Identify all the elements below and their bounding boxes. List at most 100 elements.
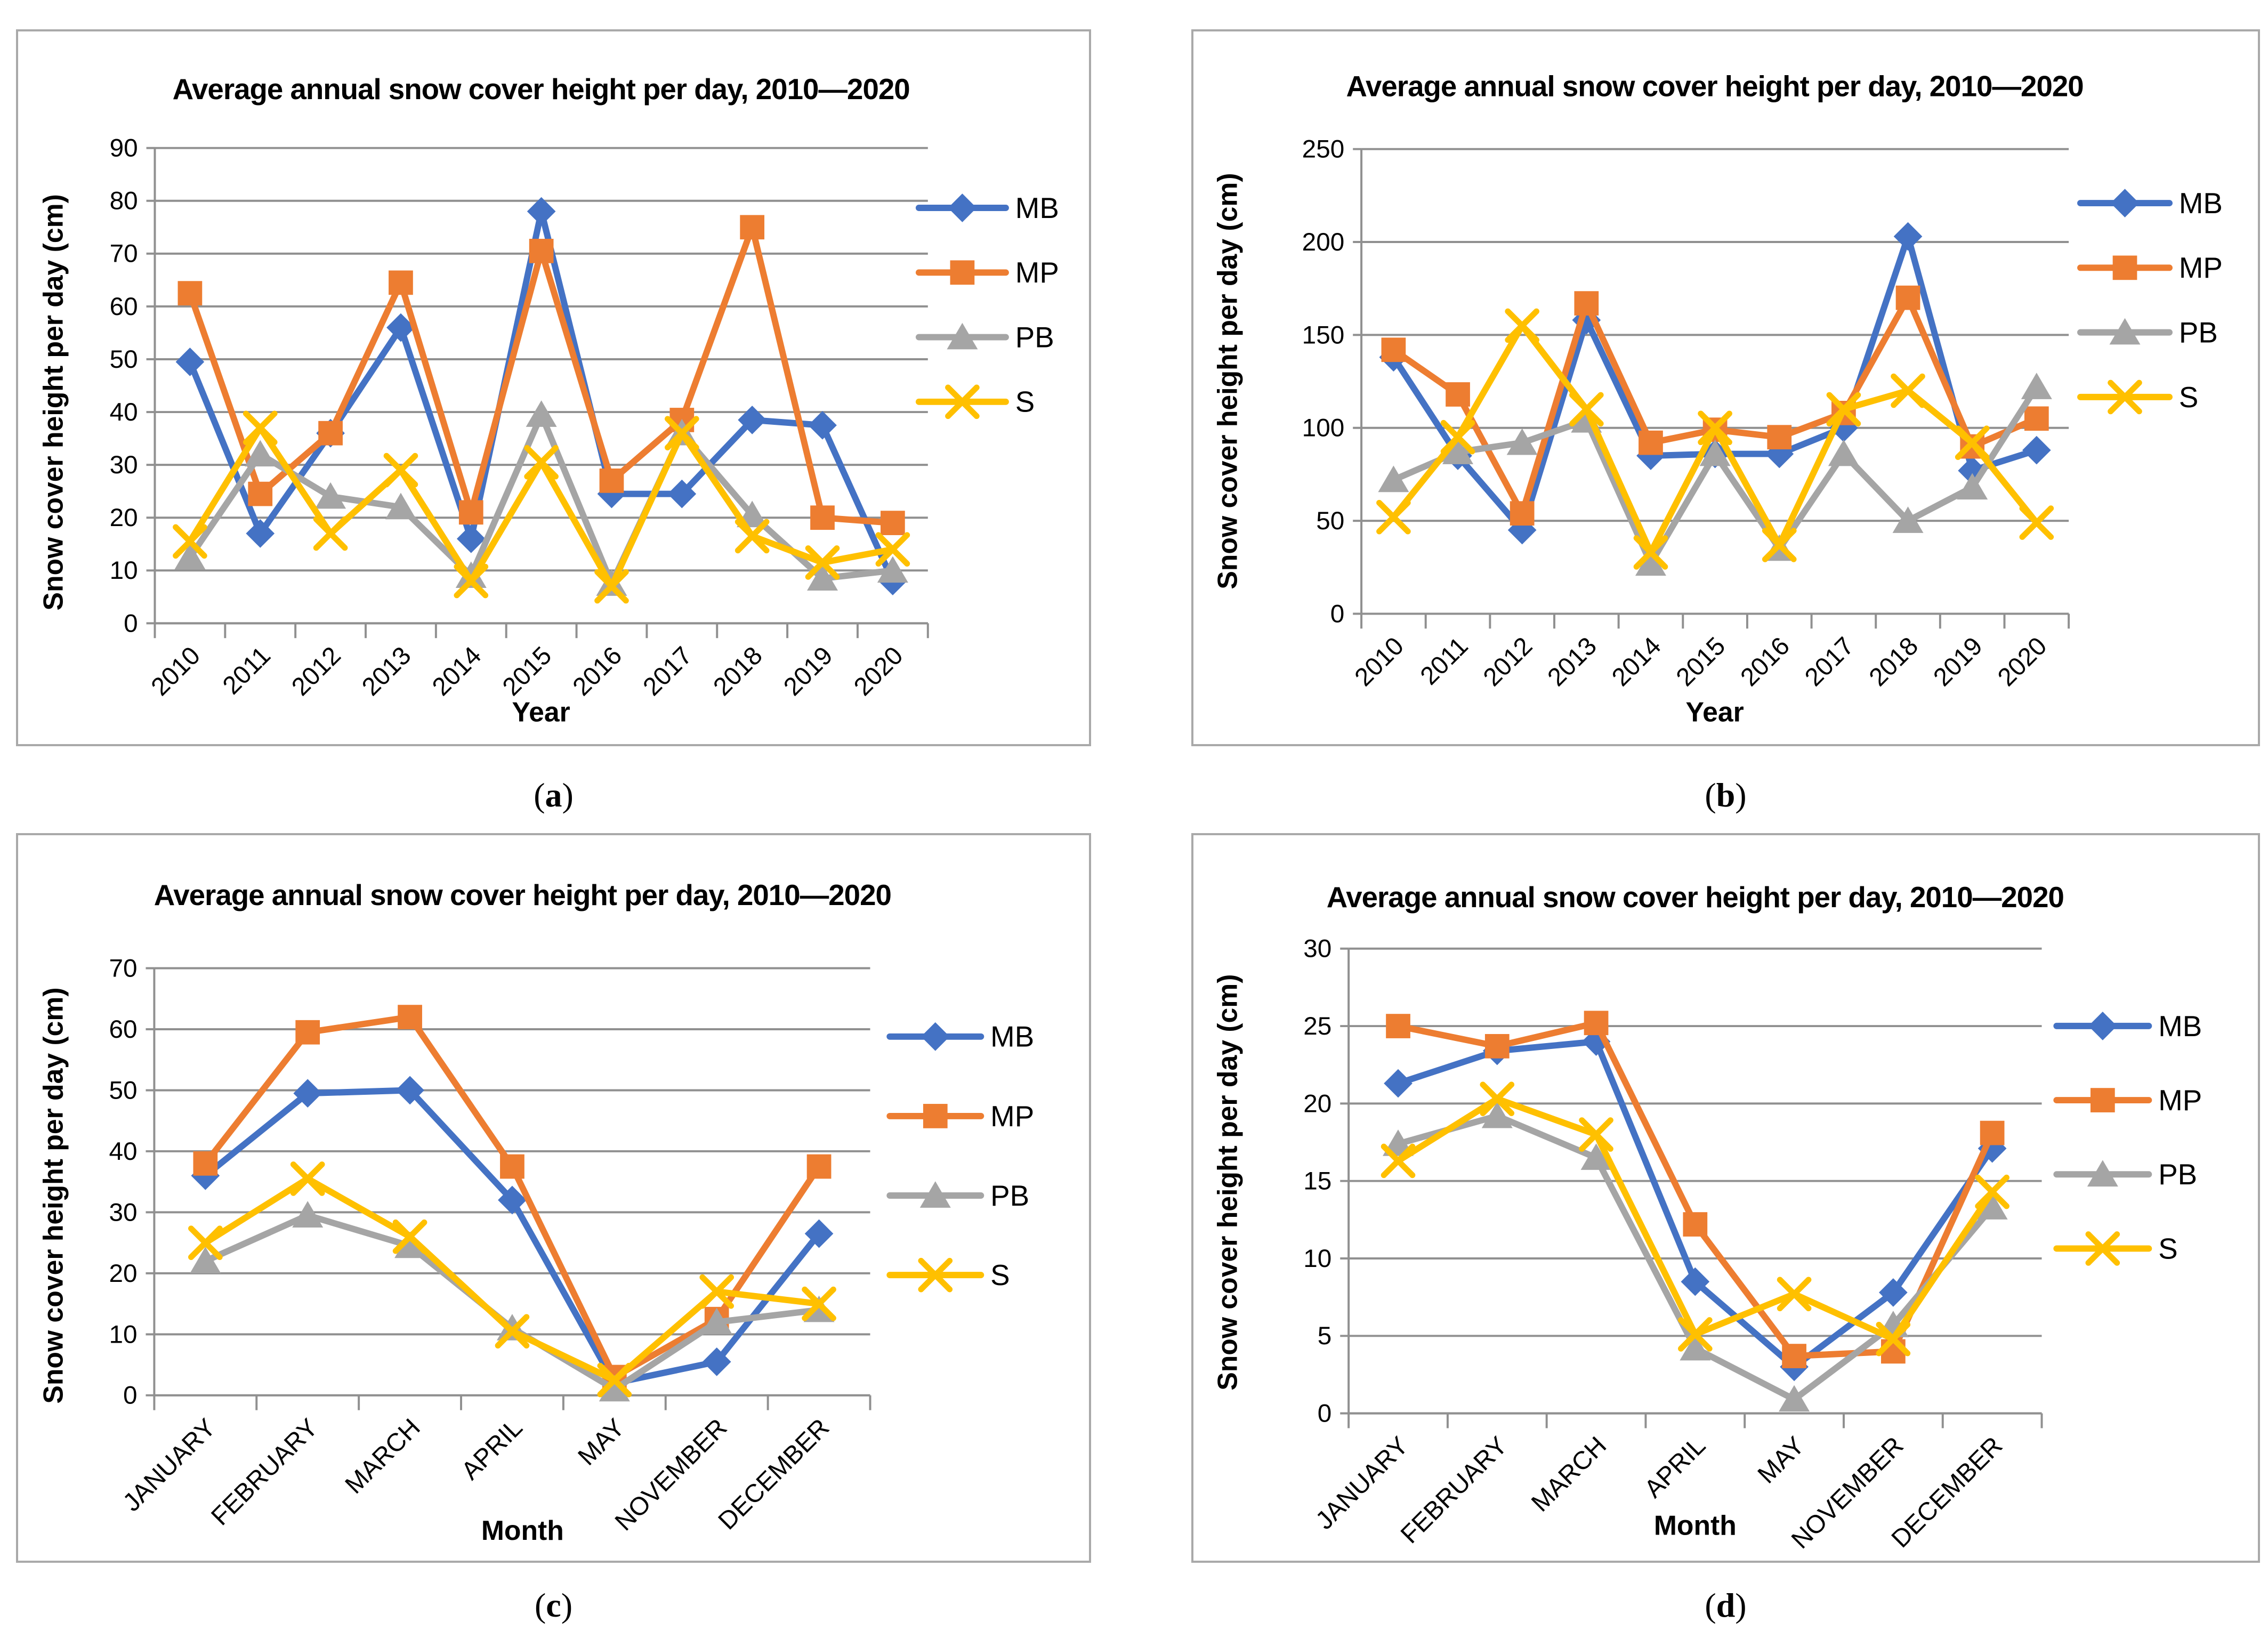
triangle-marker [947,322,978,350]
diamond-marker [2110,189,2140,217]
legend-item-MB: MB [2077,187,2223,220]
x-tick-label: 2015 [497,641,558,701]
gridlines [1353,148,2069,615]
caption-a-open: ( [534,776,545,814]
x-marker [1955,425,1990,460]
axes [153,968,871,1410]
legend-item-S: S [2077,380,2198,415]
series-S [1381,1081,2009,1357]
square-marker [458,500,483,525]
x-marker [594,569,629,604]
diamond-marker [804,1219,834,1248]
y-tick-label: 50 [109,1076,138,1104]
diamond-marker [702,1347,731,1376]
triangle-marker [1680,1334,1711,1361]
diamond-marker [246,519,275,548]
x-marker [1633,535,1668,570]
square-marker [599,468,624,493]
x-tick-label: JANUARY [1310,1432,1414,1535]
triangle-marker [394,1231,426,1258]
x-marker [1440,419,1475,455]
x-tick-label: 2015 [1671,632,1731,692]
x-tick-label: 2019 [778,641,838,701]
triangle-marker [1957,473,1988,500]
square-marker [295,1020,320,1045]
diamond-marker [1581,1027,1611,1056]
x-marker [454,563,489,599]
square-marker [389,270,413,295]
legend: MB MP PB S [2053,1010,2202,1266]
triangle-marker [174,543,206,570]
diamond-marker [527,197,556,226]
y-tick-label: 25 [1303,1012,1331,1040]
x-axis-tick-labels: 2010 2011 2012 2013 2014 2015 2016 2017 2018 2019… [1350,632,2053,692]
legend-item-S: S [915,384,1035,419]
square-marker [1639,430,1663,455]
triangle-marker [245,440,276,467]
caption-c-open: ( [534,1586,546,1624]
x-tick-label: 2012 [1478,632,1538,692]
square-marker [923,1104,948,1128]
y-axis-tick-labels: 0 10 20 30 40 50 60 70 [109,954,138,1409]
legend-item-MB: MB [886,1021,1034,1053]
x-marker [1480,1081,1515,1116]
x-tick-label: 2019 [1928,632,1988,692]
x-marker [1505,308,1540,343]
x-tick-label: FEBRUARY [1395,1432,1513,1549]
x-axis-title: Month [481,1515,564,1546]
legend-item-MP: MP [886,1100,1034,1133]
x-tick-label: MARCH [340,1414,426,1499]
square-marker [740,215,765,240]
square-marker [2090,1088,2115,1112]
x-marker [524,445,559,480]
x-tick-label: APRIL [456,1414,528,1485]
square-marker [398,1005,422,1029]
triangle-marker [599,1375,630,1402]
triangle-marker [701,1307,732,1335]
legend-item-PB: PB [2053,1158,2197,1191]
diamond-marker [175,348,205,376]
legend-label-MP: MP [2158,1084,2202,1117]
square-marker [193,1151,218,1176]
x-marker [392,1219,427,1254]
legend-label-MP: MP [990,1100,1034,1133]
x-axis-title: Month [1654,1509,1737,1540]
y-tick-label: 30 [1303,935,1331,963]
square-marker [1446,382,1470,407]
diamond-marker [498,1185,527,1215]
series-MB [191,1076,834,1398]
x-marker [1579,1117,1613,1152]
square-marker [318,421,343,446]
x-marker [665,416,699,450]
diamond-marker [808,410,837,440]
x-tick-label: 2017 [1799,632,1860,692]
x-marker [945,384,980,419]
diamond-marker [1681,1267,1710,1296]
legend-item-PB: PB [915,321,1054,353]
square-marker [177,281,203,306]
caption-b-letter: b [1716,776,1736,814]
triangle-marker [1828,439,1859,466]
panel-a: 0 10 20 30 40 50 60 70 80 90 2010 2011 2012 2013 2014 2… [16,29,1091,746]
legend-label-S: S [1015,386,1035,418]
square-marker [2024,406,2049,431]
square-marker [1510,501,1535,526]
square-marker [1782,1344,1806,1368]
triangle-marker [2087,1160,2118,1187]
legend-item-S: S [2053,1231,2178,1266]
x-marker [2085,1231,2120,1266]
legend-label-MP: MP [2179,252,2223,284]
x-tick-label: MAY [1753,1432,1810,1489]
diamond-marker [948,193,977,222]
axes [154,148,929,639]
series-line-MP [1390,294,2040,517]
x-tick-label: 2018 [1864,632,1924,692]
triangle-marker [1580,1143,1612,1170]
series-S [1376,308,2054,570]
axes [1360,149,2070,629]
x-marker [597,1362,632,1398]
x-marker [1891,373,1925,408]
x-tick-label: 2017 [637,641,698,701]
